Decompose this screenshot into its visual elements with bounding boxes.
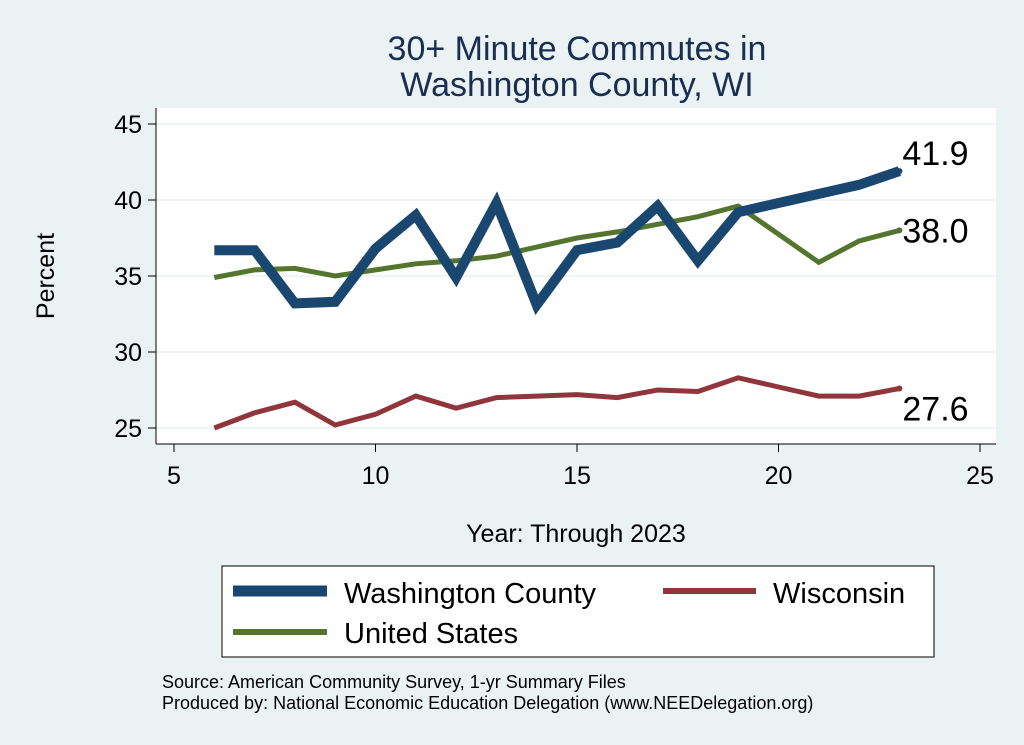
x-tick-label-20: 20 xyxy=(765,462,793,490)
chart-title-line2: Washington County, WI xyxy=(400,66,753,104)
grid-lines xyxy=(156,123,996,429)
legend-label-washington-county: Washington County xyxy=(344,578,597,610)
x-tick-label-25: 25 xyxy=(966,462,994,490)
x-axis-ticks: 5 10 15 20 25 xyxy=(167,444,994,490)
y-tick-label-40: 40 xyxy=(114,187,142,215)
y-tick-label-30: 30 xyxy=(114,339,142,367)
end-label-wisconsin: 27.6 xyxy=(902,390,968,428)
end-label-washington-county: 41.9 xyxy=(902,135,968,173)
y-tick-label-25: 25 xyxy=(114,415,142,443)
end-labels: 41.9 27.6 38.0 xyxy=(896,135,969,428)
producer-note: Produced by: National Economic Education… xyxy=(162,693,813,713)
chart-title-line1: 30+ Minute Commutes in xyxy=(388,30,767,68)
x-tick-label-10: 10 xyxy=(362,462,390,490)
series-line-united-states xyxy=(213,203,901,280)
legend-label-united-states: United States xyxy=(344,618,518,650)
legend-label-wisconsin: Wisconsin xyxy=(773,578,905,610)
source-note: Source: American Community Survey, 1-yr … xyxy=(162,672,626,692)
x-tick-label-15: 15 xyxy=(563,462,591,490)
legend: Washington County Wisconsin United State… xyxy=(221,565,935,658)
series-line-wisconsin xyxy=(213,375,900,431)
y-axis-label: Percent xyxy=(32,233,60,319)
series-lines xyxy=(213,166,902,431)
legend-box xyxy=(221,565,935,658)
y-tick-label-35: 35 xyxy=(114,263,142,291)
x-tick-label-5: 5 xyxy=(167,462,181,490)
series-line-washington-county xyxy=(214,166,902,316)
series-end-point-united-states xyxy=(896,227,903,234)
y-axis-ticks: 25 30 35 40 45 xyxy=(114,111,156,443)
series-end-point-washington-county xyxy=(896,168,903,175)
end-label-united-states: 38.0 xyxy=(902,212,968,250)
y-tick-label-45: 45 xyxy=(114,111,142,139)
series-end-point-wisconsin xyxy=(896,385,903,392)
x-axis-label: Year: Through 2023 xyxy=(466,520,686,548)
